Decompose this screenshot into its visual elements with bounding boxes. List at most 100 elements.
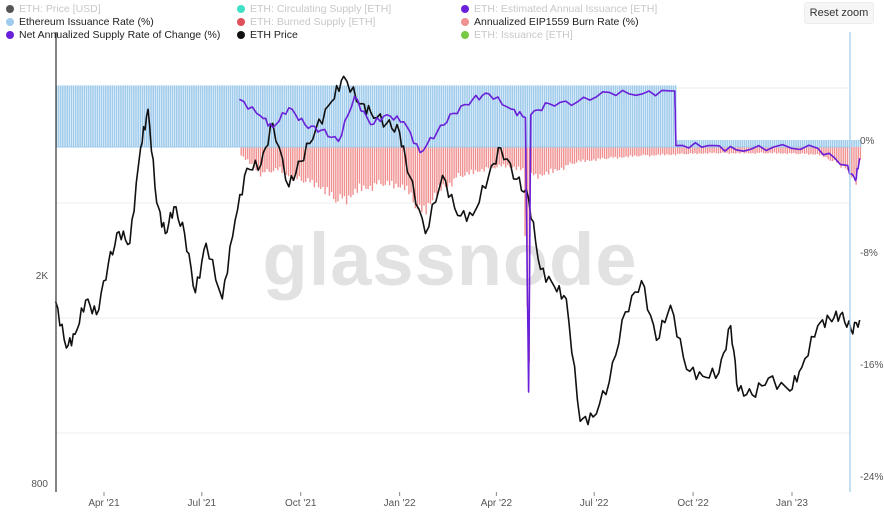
issuance-bar (717, 140, 720, 147)
burn-bar (384, 147, 386, 185)
issuance-bar (722, 140, 724, 147)
legend-item[interactable]: ETH: Issuance [ETH] (461, 29, 573, 41)
issuance-bar (745, 140, 748, 147)
burn-bar (689, 147, 692, 154)
burn-bar (816, 147, 819, 154)
issuance-bar (737, 140, 739, 147)
issuance-bar (92, 85, 94, 147)
burn-bar (651, 147, 653, 156)
burn-bar (251, 147, 253, 164)
burn-bar (803, 147, 806, 154)
burn-bar (773, 147, 776, 153)
reset-zoom-button[interactable]: Reset zoom (804, 2, 874, 24)
burn-bar (436, 147, 438, 196)
legend-dot-icon (237, 31, 245, 39)
issuance-bar (851, 140, 853, 147)
burn-bar (395, 147, 397, 184)
burn-bar (750, 147, 752, 154)
issuance-bar (410, 85, 412, 147)
issuance-bar (431, 85, 434, 147)
issuance-bar (842, 140, 845, 147)
legend-label: ETH: Circulating Supply [ETH] (250, 3, 392, 15)
legend-item[interactable]: ETH: Estimated Annual Issuance [ETH] (461, 3, 657, 15)
legend-item[interactable]: Net Annualized Supply Rate of Change (%) (6, 29, 220, 41)
issuance-bar (683, 140, 686, 147)
burn-bar (762, 147, 765, 154)
burn-bar (704, 147, 707, 153)
legend-label: ETH: Burned Supply [ETH] (250, 16, 376, 28)
burn-bar (457, 147, 460, 173)
issuance-bar (597, 85, 600, 147)
burn-bar (530, 147, 533, 173)
burn-bar (812, 147, 814, 155)
burn-bar (715, 147, 718, 154)
burn-bar (653, 147, 655, 156)
legend-item[interactable]: ETH: Circulating Supply [ETH] (237, 3, 391, 15)
issuance-bar (330, 85, 333, 147)
burn-bar (702, 147, 705, 154)
burn-bar (539, 147, 541, 175)
x-tick-label: Oct '22 (677, 498, 709, 509)
issuance-bar (758, 140, 761, 147)
legend-item[interactable]: Ethereum Issuance Rate (%) (6, 16, 154, 28)
burn-bar (694, 147, 696, 153)
burn-bar (397, 147, 399, 188)
issuance-bar (831, 140, 834, 147)
issuance-bar (601, 85, 604, 147)
eth-price-line (54, 75, 861, 426)
burn-bar (481, 147, 483, 170)
issuance-bar (453, 85, 455, 147)
burn-bar (556, 147, 558, 171)
issuance-bar (818, 140, 821, 147)
issuance-bar (606, 85, 608, 147)
legend-dot-icon (237, 5, 245, 13)
issuance-bar (332, 85, 335, 147)
burn-bar (459, 147, 462, 176)
burn-bar (294, 147, 296, 177)
burn-bar (593, 147, 595, 160)
issuance-bar (109, 85, 111, 147)
issuance-bar (528, 85, 531, 147)
burn-bar (440, 147, 442, 191)
issuance-bar (81, 85, 84, 147)
legend-label: Annualized EIP1559 Burn Rate (%) (474, 16, 639, 28)
issuance-bar (309, 85, 311, 147)
burn-bar (442, 147, 445, 185)
burn-bar (513, 147, 515, 167)
burn-bar (563, 147, 565, 170)
issuance-bar (113, 85, 116, 147)
issuance-bar (279, 85, 281, 147)
issuance-bar (509, 85, 511, 147)
issuance-bar (300, 85, 303, 147)
issuance-bar (464, 85, 466, 147)
issuance-bar (298, 85, 301, 147)
issuance-bar (83, 85, 86, 147)
issuance-bar (105, 85, 107, 147)
legend-item[interactable]: ETH: Burned Supply [ETH] (237, 16, 375, 28)
issuance-bar (760, 140, 763, 147)
issuance-bar (257, 85, 260, 147)
burn-bar (784, 147, 786, 154)
burn-bar (418, 147, 421, 205)
burn-bar (838, 147, 840, 164)
legend-item[interactable]: ETH: Price [USD] (6, 3, 101, 15)
legend-item[interactable]: Annualized EIP1559 Burn Rate (%) (461, 16, 639, 28)
burn-bar (412, 147, 414, 203)
burn-bar (700, 147, 703, 154)
legend-item[interactable]: ETH Price (237, 29, 298, 41)
burn-bar (356, 147, 359, 193)
issuance-bar (550, 85, 552, 147)
issuance-bar (750, 140, 752, 147)
legend-dot-icon (6, 18, 14, 26)
issuance-bar (468, 85, 471, 147)
issuance-bar (812, 140, 815, 147)
issuance-bar (659, 85, 662, 147)
issuance-bar (666, 85, 668, 147)
burn-bar (468, 147, 470, 175)
issuance-bar (212, 85, 215, 147)
burn-bar (264, 147, 266, 173)
burn-bar (348, 147, 350, 196)
burn-bar (599, 147, 601, 160)
burn-bar (378, 147, 380, 180)
issuance-bar (255, 85, 258, 147)
